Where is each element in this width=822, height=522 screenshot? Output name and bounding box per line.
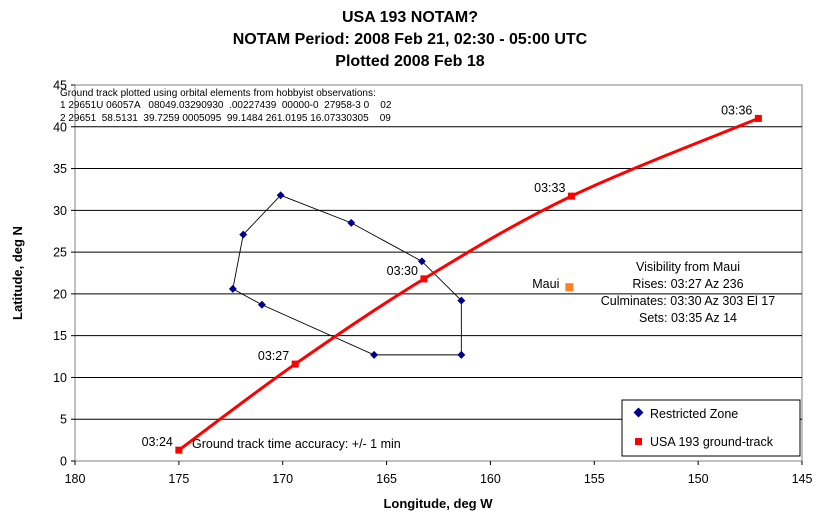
- ground-track-time-label: 03:33: [534, 181, 565, 195]
- y-tick-label: 10: [53, 371, 67, 385]
- ground-track-time-label: 03:27: [258, 349, 289, 363]
- visibility-line: Rises: 03:27 Az 236: [632, 277, 743, 291]
- x-tick-label: 170: [272, 472, 293, 486]
- restricted-zone-point: [370, 350, 379, 359]
- visibility-annotation: Visibility from Maui Rises: 03:27 Az 236…: [601, 260, 775, 325]
- x-tick-label: 180: [65, 472, 86, 486]
- grid-lines: [71, 84, 803, 465]
- y-tick-label: 40: [53, 120, 67, 134]
- y-tick-label: 30: [53, 204, 67, 218]
- elements-note: Ground track plotted using orbital eleme…: [60, 88, 392, 124]
- y-tick-label: 20: [53, 287, 67, 301]
- elements-note-line: 2 29651 58.5131 39.7259 0005095 99.1484 …: [60, 113, 391, 124]
- x-tick-labels: 180 175 170 165 160 155 150 145: [65, 472, 813, 486]
- y-tick-label: 5: [60, 413, 67, 427]
- y-tick-label: 45: [53, 79, 67, 93]
- ground-track-time-label: 03:30: [387, 264, 418, 278]
- x-axis-label: Longitude, deg W: [383, 496, 493, 511]
- maui-marker: [565, 283, 574, 292]
- y-tick-label: 25: [53, 246, 67, 260]
- chart-subtitle-date: Plotted 2008 Feb 18: [335, 53, 484, 70]
- ground-track-point: [754, 114, 762, 122]
- restricted-zone-point: [276, 191, 285, 200]
- legend-entry-restricted-zone: Restricted Zone: [650, 407, 738, 421]
- legend-square-icon: [635, 438, 642, 445]
- legend: Restricted Zone USA 193 ground-track: [621, 399, 801, 457]
- chart-title-group: USA 193 NOTAM? NOTAM Period: 2008 Feb 21…: [233, 9, 588, 70]
- x-tick-label: 145: [792, 472, 813, 486]
- y-tick-label: 35: [53, 162, 67, 176]
- accuracy-note: Ground track time accuracy: +/- 1 min: [192, 437, 401, 451]
- y-tick-labels: 0 5 10 15 20 25 30 35 40 45: [53, 79, 67, 469]
- restricted-zone-point: [257, 300, 266, 309]
- x-tick-label: 175: [168, 472, 189, 486]
- x-tick-label: 160: [480, 472, 501, 486]
- chart-subtitle: NOTAM Period: 2008 Feb 21, 02:30 - 05:00…: [233, 31, 588, 48]
- restricted-zone-point: [228, 284, 237, 293]
- chart-title: USA 193 NOTAM?: [342, 9, 478, 26]
- elements-note-line: Ground track plotted using orbital eleme…: [60, 88, 376, 99]
- legend-box: [621, 399, 801, 457]
- maui-marker-group: Maui: [532, 277, 574, 292]
- restricted-zone-point: [347, 218, 356, 227]
- plot-area: [74, 84, 803, 462]
- maui-label: Maui: [532, 277, 559, 291]
- legend-entry-ground-track: USA 193 ground-track: [650, 435, 774, 449]
- y-tick-label: 15: [53, 329, 67, 343]
- ground-track-point: [291, 360, 299, 368]
- restricted-zone-line: [232, 194, 462, 356]
- restricted-zone-point: [457, 296, 466, 305]
- ground-track-point: [175, 446, 183, 454]
- y-axis-label: Latitude, deg N: [10, 226, 25, 320]
- ground-track-point: [420, 275, 428, 283]
- legend-diamond-icon: [633, 407, 644, 418]
- visibility-line: Culminates: 03:30 Az 303 El 17: [601, 294, 775, 308]
- x-tick-label: 165: [376, 472, 397, 486]
- ground-track-point: [567, 192, 575, 200]
- elements-note-line: 1 29651U 06057A 08049.03290930 .00227439…: [60, 100, 392, 111]
- visibility-line: Sets: 03:35 Az 14: [639, 311, 737, 325]
- ground-track-time-label: 03:36: [721, 103, 752, 117]
- restricted-zone-series: [228, 191, 466, 359]
- y-tick-label: 0: [60, 455, 67, 469]
- ground-track-line: [177, 117, 759, 452]
- visibility-line: Visibility from Maui: [636, 260, 740, 274]
- restricted-zone-point: [417, 257, 426, 266]
- x-tick-label: 155: [584, 472, 605, 486]
- ground-track-series: 03:24 03:27 03:30 03:33 03:36: [142, 103, 762, 454]
- ground-track-time-label: 03:24: [142, 435, 173, 449]
- x-tick-label: 150: [688, 472, 709, 486]
- restricted-zone-point: [457, 350, 466, 359]
